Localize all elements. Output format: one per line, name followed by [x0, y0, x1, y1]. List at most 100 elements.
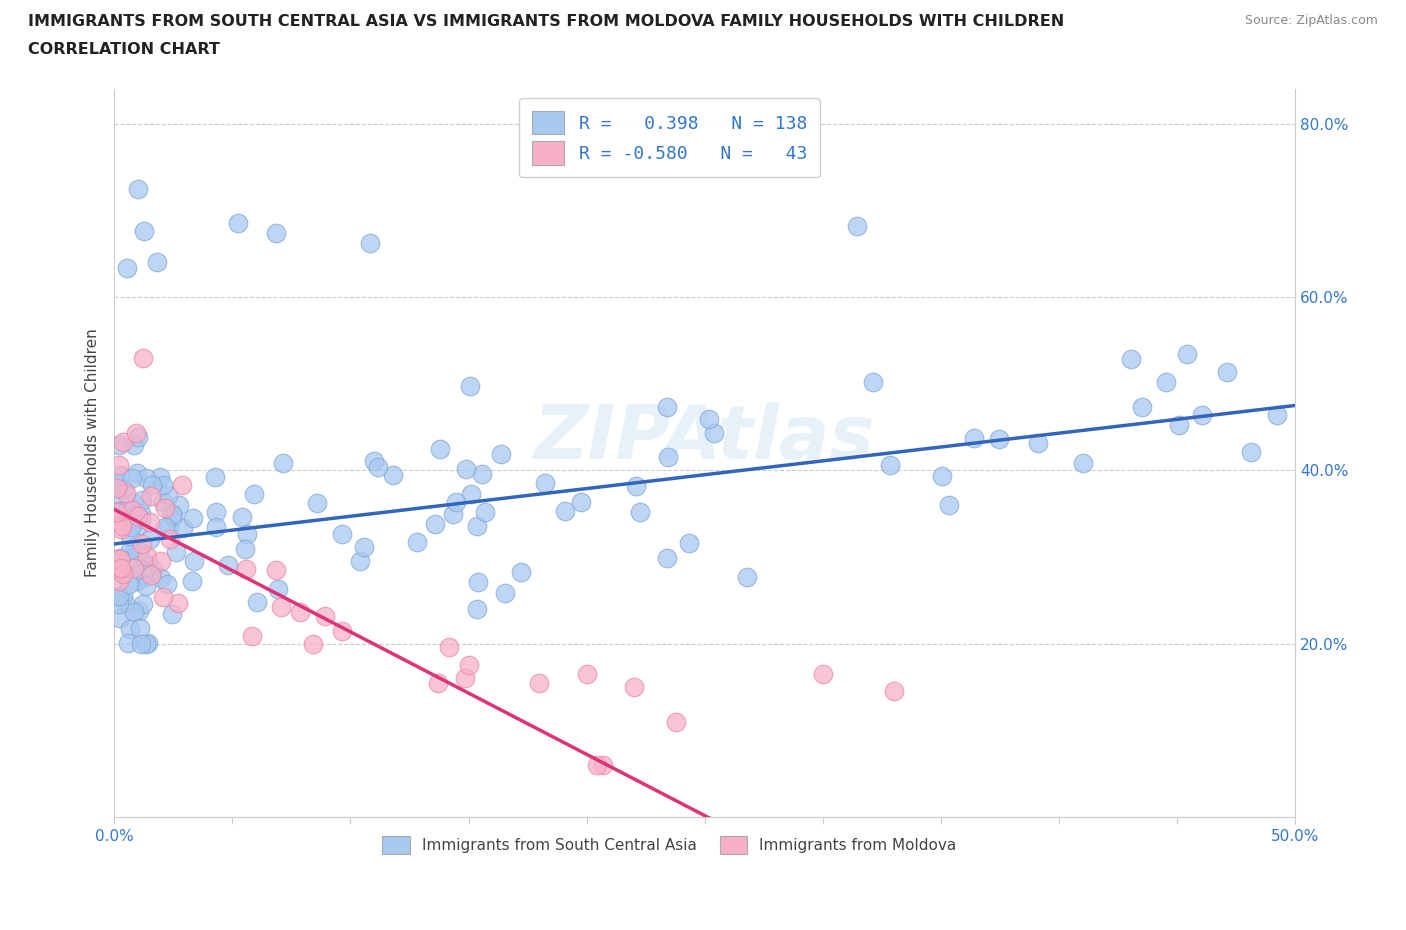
Point [118, 542, 141, 557]
Point [846, 219, 869, 233]
Point [128, 544, 150, 559]
Point [240, 629, 263, 644]
Point [141, 478, 163, 493]
Point [938, 498, 960, 512]
Point [1130, 400, 1153, 415]
Point [266, 581, 288, 596]
Point [467, 575, 489, 590]
Point [114, 596, 136, 611]
Point [246, 594, 269, 609]
Point [108, 596, 131, 611]
Point [441, 507, 464, 522]
Point [149, 470, 172, 485]
Point [586, 757, 609, 772]
Point [128, 603, 150, 618]
Point [165, 545, 187, 560]
Point [108, 589, 131, 604]
Point [118, 528, 141, 543]
Point [963, 431, 986, 445]
Point [131, 537, 153, 551]
Point [1265, 407, 1288, 422]
Point [571, 495, 593, 510]
Point [460, 379, 482, 393]
Point [181, 511, 204, 525]
Point [529, 675, 551, 690]
Point [122, 560, 145, 575]
Point [108, 574, 131, 589]
Point [105, 481, 128, 496]
Point [108, 458, 131, 472]
Point [359, 235, 381, 250]
Point [127, 429, 149, 444]
Point [474, 504, 496, 519]
Point [575, 667, 598, 682]
Point [156, 576, 179, 591]
Point [108, 551, 131, 566]
Point [117, 260, 139, 275]
Point [471, 467, 494, 482]
Point [105, 513, 128, 528]
Point [160, 607, 183, 622]
Point [108, 556, 131, 571]
Point [270, 600, 292, 615]
Point [226, 216, 249, 231]
Point [152, 495, 174, 510]
Point [879, 458, 901, 472]
Point [138, 515, 160, 530]
Point [703, 426, 725, 441]
Point [231, 510, 253, 525]
Point [125, 425, 148, 440]
Point [217, 558, 239, 573]
Point [381, 468, 404, 483]
Point [862, 375, 884, 390]
Point [314, 608, 336, 623]
Point [1240, 445, 1263, 459]
Point [665, 714, 688, 729]
Point [811, 667, 834, 682]
Point [623, 680, 645, 695]
Point [146, 255, 169, 270]
Point [114, 504, 136, 519]
Point [1026, 435, 1049, 450]
Point [1154, 375, 1177, 390]
Point [628, 504, 651, 519]
Point [120, 519, 142, 534]
Point [405, 535, 427, 550]
Point [678, 535, 700, 550]
Point [118, 577, 141, 591]
Point [129, 636, 152, 651]
Point [349, 553, 371, 568]
Point [159, 531, 181, 546]
Point [136, 636, 159, 651]
Point [108, 438, 131, 453]
Point [657, 400, 679, 415]
Point [1216, 365, 1239, 379]
Point [136, 549, 159, 564]
Point [264, 563, 287, 578]
Point [128, 518, 150, 533]
Point [131, 563, 153, 578]
Y-axis label: Family Households with Children: Family Households with Children [86, 328, 100, 578]
Point [108, 503, 131, 518]
Point [444, 494, 467, 509]
Point [120, 621, 142, 636]
Point [426, 676, 449, 691]
Point [931, 469, 953, 484]
Point [494, 586, 516, 601]
Point [135, 471, 157, 485]
Point [465, 519, 488, 534]
Point [160, 507, 183, 522]
Point [135, 578, 157, 593]
Point [883, 684, 905, 698]
Point [111, 434, 134, 449]
Point [235, 526, 257, 541]
Point [105, 551, 128, 566]
Point [509, 565, 531, 579]
Point [465, 602, 488, 617]
Point [367, 460, 389, 475]
Point [121, 495, 143, 510]
Point [271, 456, 294, 471]
Point [152, 477, 174, 492]
Point [157, 520, 180, 535]
Point [288, 604, 311, 619]
